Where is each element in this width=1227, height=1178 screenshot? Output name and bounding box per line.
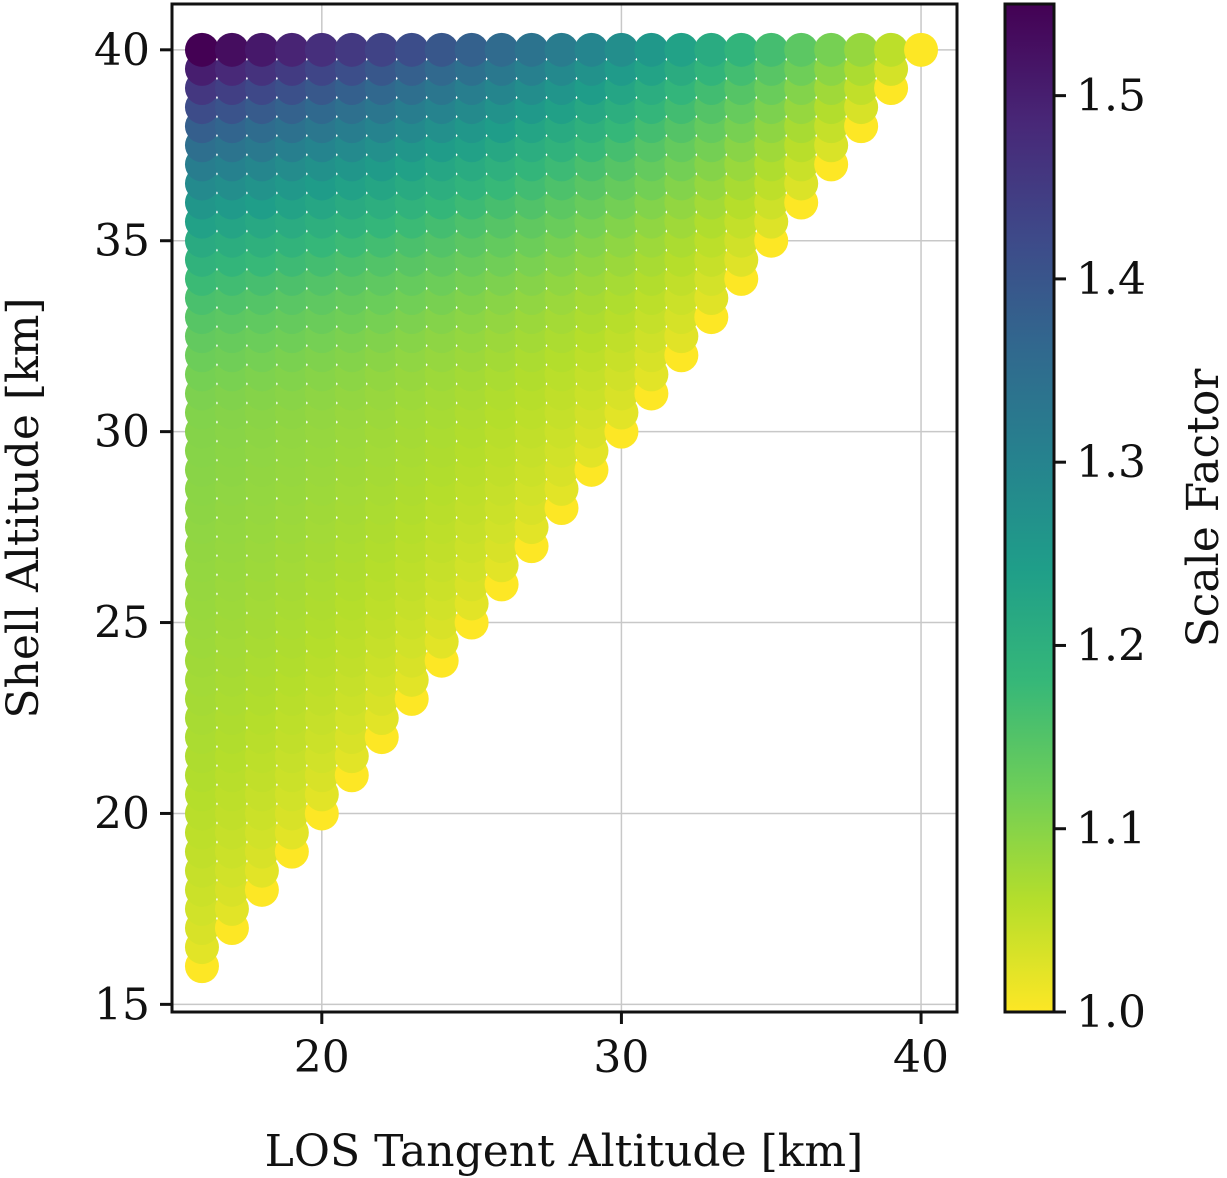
data-point bbox=[454, 32, 489, 67]
data-point bbox=[394, 32, 429, 67]
data-point bbox=[574, 32, 609, 67]
data-point bbox=[724, 32, 759, 67]
data-point bbox=[844, 32, 879, 67]
y-tick-label: 20 bbox=[94, 788, 150, 839]
data-point bbox=[664, 32, 699, 67]
data-point bbox=[784, 32, 819, 67]
data-point bbox=[304, 32, 339, 67]
data-point bbox=[694, 32, 729, 67]
colorbar-tick-label: 1.4 bbox=[1076, 254, 1146, 305]
colorbar-tick-label: 1.2 bbox=[1076, 620, 1146, 671]
axis-ticks: 20 30 40 15 20 25 30 35 40 bbox=[94, 25, 949, 1083]
y-tick-label: 40 bbox=[94, 25, 150, 76]
x-tick-label: 40 bbox=[893, 1032, 949, 1083]
colorbar-tick-label: 1.3 bbox=[1076, 437, 1146, 488]
data-point bbox=[904, 32, 939, 67]
data-points bbox=[184, 32, 939, 984]
colorbar-label: Scale Factor bbox=[1178, 368, 1227, 648]
colorbar-tick-label: 1.0 bbox=[1076, 987, 1146, 1038]
x-tick-label: 30 bbox=[593, 1032, 649, 1083]
data-point bbox=[604, 32, 639, 67]
data-point bbox=[874, 32, 909, 67]
data-point bbox=[634, 32, 669, 67]
data-point bbox=[244, 32, 279, 67]
x-axis-label: LOS Tangent Altitude [km] bbox=[265, 1126, 864, 1177]
data-point bbox=[814, 32, 849, 67]
x-tick-label: 20 bbox=[294, 1032, 350, 1083]
data-point bbox=[334, 32, 369, 67]
colorbar-ticks: 1.0 1.1 1.2 1.3 1.4 1.5 bbox=[1054, 71, 1146, 1038]
y-tick-label: 15 bbox=[94, 979, 150, 1030]
colorbar-tick-label: 1.5 bbox=[1076, 71, 1146, 122]
colorbar-tick-label: 1.1 bbox=[1076, 804, 1146, 855]
data-point bbox=[364, 32, 399, 67]
y-axis-label: Shell Altitude [km] bbox=[0, 297, 49, 718]
colorbar bbox=[1005, 4, 1054, 1012]
data-point bbox=[754, 32, 789, 67]
plot-frame bbox=[170, 2, 959, 1014]
colorbar-frame bbox=[1003, 2, 1056, 1014]
data-point bbox=[514, 32, 549, 67]
data-point bbox=[544, 32, 579, 67]
y-tick-label: 25 bbox=[94, 598, 150, 649]
data-point bbox=[214, 32, 249, 67]
y-tick-label: 35 bbox=[94, 216, 150, 267]
y-tick-label: 30 bbox=[94, 407, 150, 458]
data-point bbox=[274, 32, 309, 67]
data-point bbox=[184, 32, 219, 67]
data-point bbox=[424, 32, 459, 67]
data-point bbox=[484, 32, 519, 67]
